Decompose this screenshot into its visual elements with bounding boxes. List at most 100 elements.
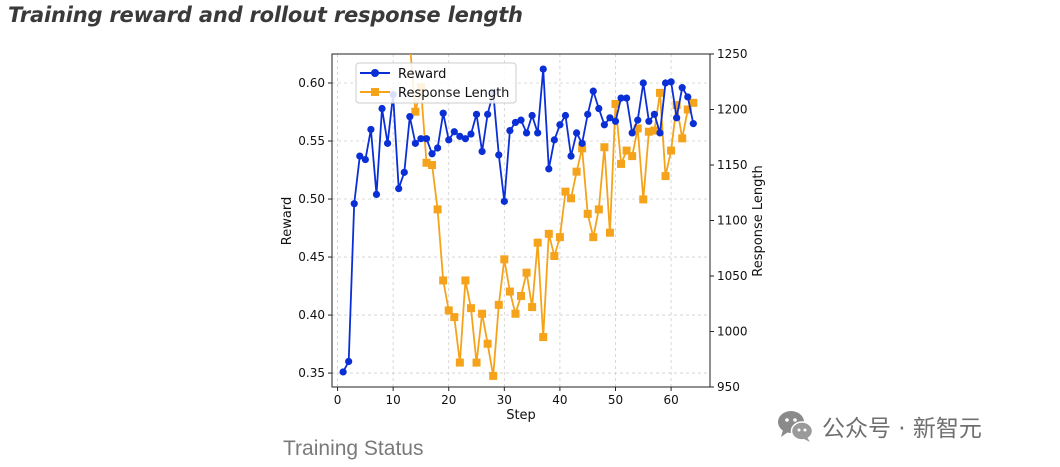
y-tick-label-left: 0.50 xyxy=(298,192,325,206)
y-axis-label-left: Reward xyxy=(280,197,295,245)
data-point-reward xyxy=(639,79,647,87)
y-tick-label-right: 1250 xyxy=(717,47,748,61)
data-point-reward xyxy=(550,136,558,144)
data-point-response-length xyxy=(550,252,559,261)
data-point-reward xyxy=(456,132,464,140)
data-point-reward xyxy=(561,111,570,120)
data-point-reward xyxy=(350,200,358,208)
series-line-response-length xyxy=(409,54,694,377)
y-tick-label-right: 950 xyxy=(717,380,740,394)
data-point-reward xyxy=(445,136,453,144)
data-point-response-length xyxy=(444,306,453,315)
data-point-reward xyxy=(439,109,447,117)
data-point-reward xyxy=(528,111,536,120)
data-point-response-length xyxy=(411,107,420,116)
data-point-response-length xyxy=(406,39,414,47)
data-point-response-length xyxy=(661,172,670,181)
data-point-response-length xyxy=(617,159,626,168)
data-point-response-length xyxy=(578,144,587,153)
series-line-reward xyxy=(342,68,695,373)
data-point-response-length xyxy=(505,287,514,296)
data-point-reward xyxy=(656,129,664,137)
data-point-response-length xyxy=(539,333,548,342)
legend-label-reward: Reward xyxy=(398,67,446,82)
legend-marker-response-length xyxy=(371,88,379,96)
data-point-reward xyxy=(450,128,458,136)
data-point-response-length xyxy=(689,98,698,107)
data-point-reward xyxy=(623,94,631,102)
y-axis-label-right: Response Length xyxy=(751,165,766,276)
x-tick-label: 20 xyxy=(441,393,456,407)
data-point-reward xyxy=(422,135,431,143)
y-tick-label-left: 0.35 xyxy=(298,366,325,380)
data-point-response-length xyxy=(544,229,553,238)
data-point-response-length xyxy=(672,101,681,110)
wechat-icon xyxy=(778,411,814,442)
data-point-response-length xyxy=(667,146,676,155)
x-tick-label: 40 xyxy=(552,393,567,407)
data-point-reward xyxy=(595,104,603,113)
data-point-response-length xyxy=(633,124,642,133)
data-point-reward xyxy=(461,135,470,143)
y-tick-label-left: 0.40 xyxy=(298,308,325,322)
data-point-reward xyxy=(600,121,608,129)
data-point-reward xyxy=(406,113,414,121)
data-point-response-length xyxy=(678,134,687,143)
y-tick-label-left: 0.55 xyxy=(298,134,325,148)
data-point-response-length xyxy=(611,99,620,108)
data-point-response-length xyxy=(533,238,542,247)
data-point-response-length xyxy=(683,105,692,114)
data-point-reward xyxy=(434,144,442,152)
data-point-reward xyxy=(589,87,597,95)
data-point-reward xyxy=(539,65,547,73)
data-point-reward xyxy=(428,150,436,158)
data-point-reward xyxy=(689,120,697,128)
y-tick-label-left: 0.60 xyxy=(298,76,325,90)
data-point-response-length xyxy=(472,358,481,367)
legend-box xyxy=(355,62,517,104)
data-point-reward xyxy=(667,78,675,86)
data-point-reward xyxy=(522,129,531,137)
data-point-reward xyxy=(650,110,659,118)
data-point-response-length xyxy=(655,88,664,97)
data-point-response-length xyxy=(572,167,581,176)
data-point-response-length xyxy=(605,228,614,237)
data-point-response-length xyxy=(628,152,637,161)
y-tick-label-right: 1050 xyxy=(717,269,748,283)
plot-frame xyxy=(331,53,711,388)
y-tick-label-right: 1150 xyxy=(717,158,748,172)
x-tick-label: 60 xyxy=(663,393,678,407)
data-point-reward xyxy=(500,197,508,205)
data-point-reward xyxy=(578,139,586,147)
data-point-response-length xyxy=(450,313,459,322)
y-tick-label-left: 0.45 xyxy=(298,250,325,264)
data-point-reward xyxy=(684,93,692,101)
x-axis-label: Step xyxy=(506,408,536,423)
data-point-reward xyxy=(611,117,620,125)
data-point-reward xyxy=(417,135,425,143)
data-point-response-length xyxy=(494,300,503,309)
data-point-reward xyxy=(517,116,525,124)
data-point-reward xyxy=(495,151,503,159)
data-point-response-length xyxy=(594,205,603,214)
x-tick-label: 30 xyxy=(497,393,512,407)
data-point-reward xyxy=(361,155,369,164)
data-point-response-length xyxy=(455,358,464,367)
watermark-text: 公众号 · 新智元 xyxy=(822,416,982,442)
data-point-reward xyxy=(545,165,553,173)
data-point-response-length xyxy=(622,146,631,155)
data-point-reward xyxy=(634,116,642,124)
data-point-reward xyxy=(395,184,403,193)
legend-label-response-length: Response Length xyxy=(398,86,509,101)
data-point-response-length xyxy=(650,126,659,135)
data-point-reward xyxy=(534,129,542,137)
data-point-response-length xyxy=(478,309,487,318)
data-point-reward xyxy=(484,110,492,118)
data-point-reward xyxy=(356,152,364,160)
data-point-reward xyxy=(367,125,375,134)
data-point-reward xyxy=(467,130,475,138)
data-point-reward xyxy=(400,168,408,176)
data-point-response-length xyxy=(511,309,520,318)
data-point-response-length xyxy=(600,143,609,152)
